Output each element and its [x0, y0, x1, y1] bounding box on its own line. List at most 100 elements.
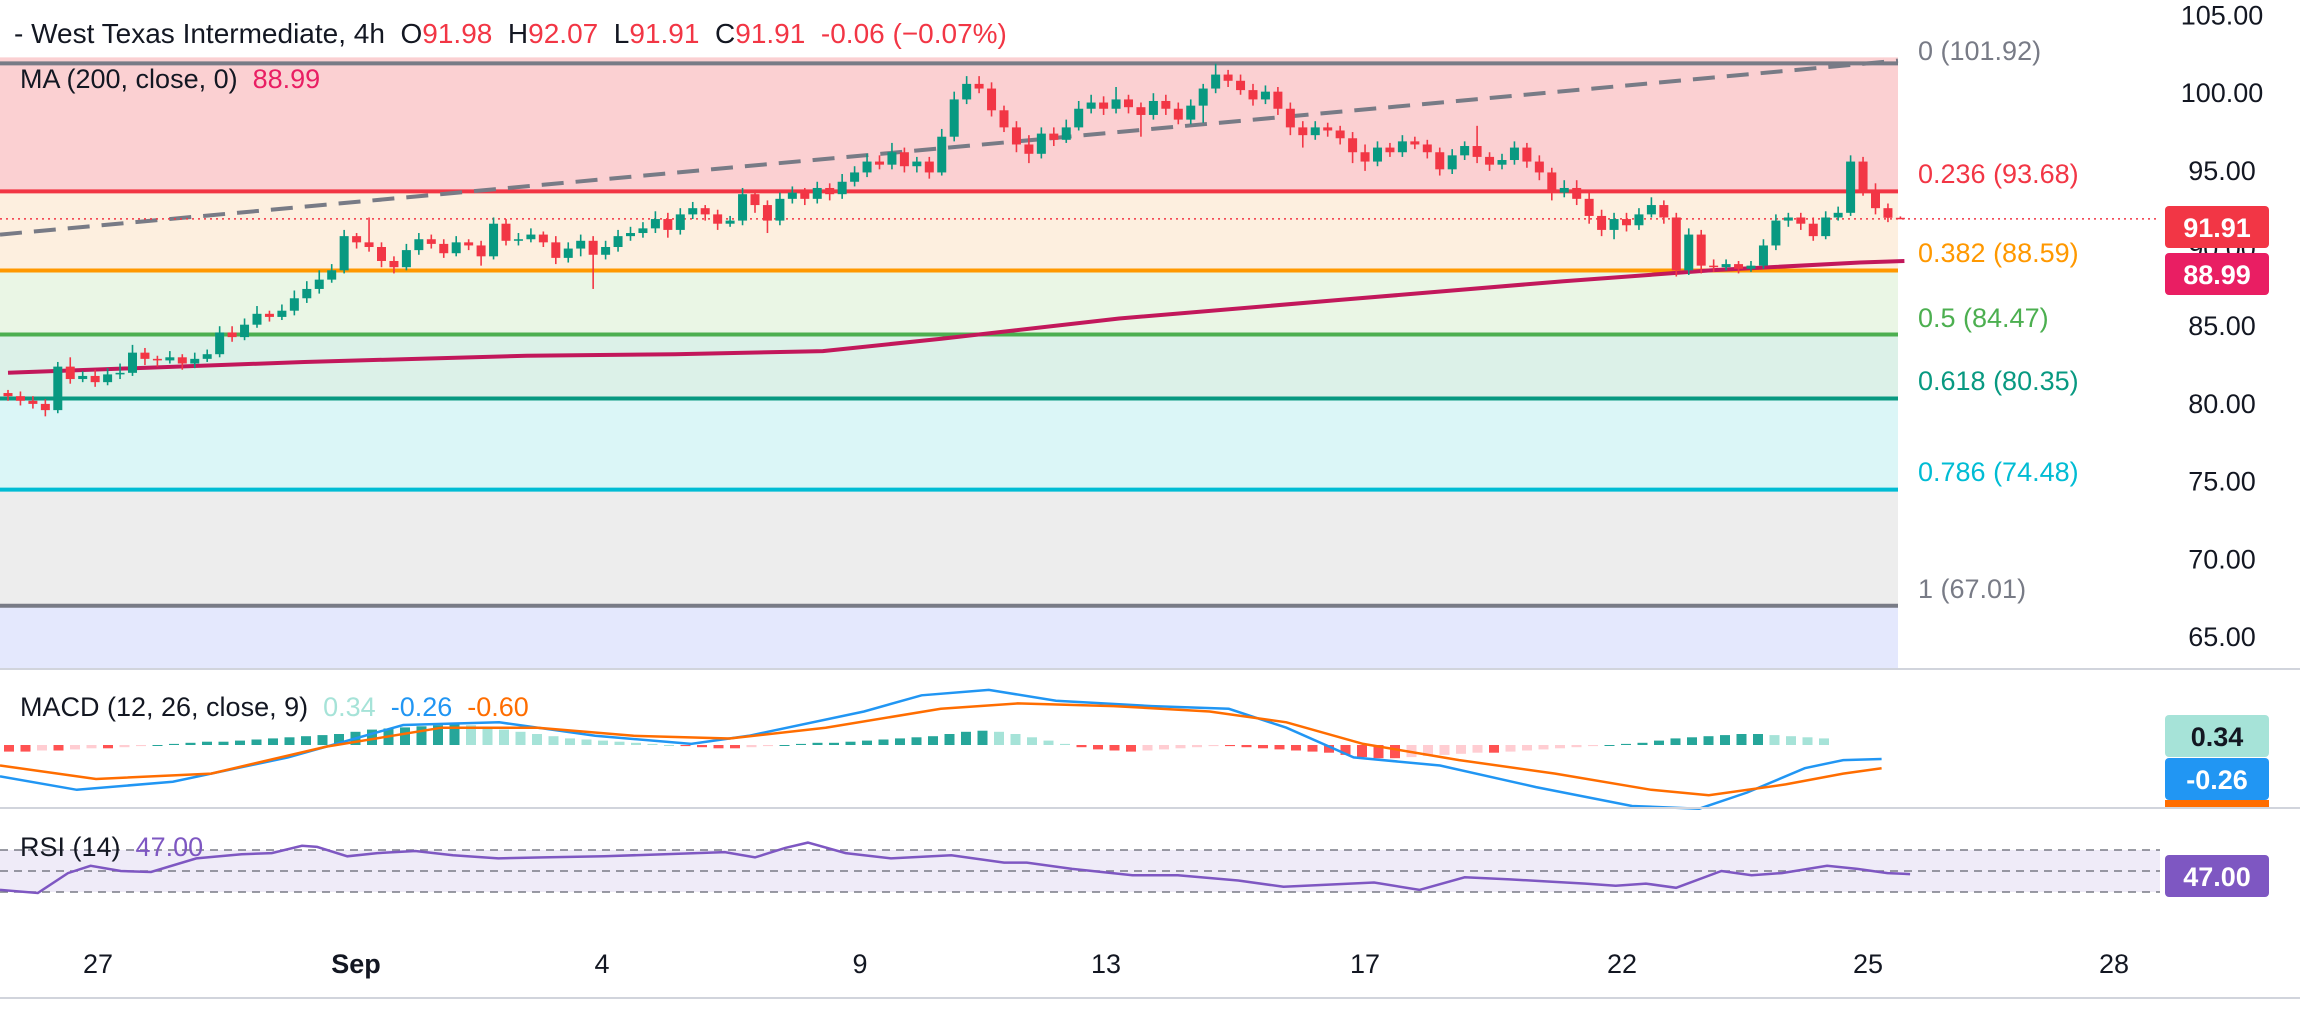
candle-body[interactable]	[240, 324, 250, 338]
ma-legend[interactable]: MA (200, close, 0) 88.99	[20, 64, 320, 95]
candle-body[interactable]	[563, 248, 573, 258]
candle-body[interactable]	[700, 208, 710, 215]
candle-body[interactable]	[787, 192, 797, 199]
candle-body[interactable]	[725, 220, 735, 224]
candle-body[interactable]	[302, 288, 312, 299]
candle-body[interactable]	[962, 83, 972, 100]
candle-body[interactable]	[1285, 108, 1295, 128]
candle-body[interactable]	[339, 236, 349, 271]
candle-body[interactable]	[1323, 127, 1333, 131]
candle-body[interactable]	[974, 83, 984, 89]
candle-body[interactable]	[1783, 217, 1793, 221]
candle-body[interactable]	[538, 234, 548, 243]
candle-body[interactable]	[850, 172, 860, 182]
candle-body[interactable]	[526, 234, 536, 240]
candle-body[interactable]	[314, 279, 324, 289]
candle-body[interactable]	[1634, 214, 1644, 226]
candle-body[interactable]	[439, 243, 449, 254]
candle-body[interactable]	[1397, 141, 1407, 153]
candle-body[interactable]	[613, 236, 623, 248]
candle-body[interactable]	[1136, 107, 1146, 115]
candle-body[interactable]	[825, 187, 835, 195]
candle-body[interactable]	[1223, 74, 1233, 81]
candle-body[interactable]	[551, 242, 561, 258]
candle-body[interactable]	[1746, 265, 1756, 269]
candle-body[interactable]	[987, 88, 997, 111]
candle-body[interactable]	[277, 310, 287, 317]
candle-body[interactable]	[1161, 100, 1171, 109]
candle-body[interactable]	[1609, 219, 1619, 230]
candle-body[interactable]	[713, 214, 723, 224]
candle-body[interactable]	[90, 375, 100, 383]
candle-body[interactable]	[949, 99, 959, 137]
candle-body[interactable]	[1833, 212, 1843, 218]
candle-body[interactable]	[899, 152, 909, 167]
candle-body[interactable]	[688, 208, 698, 215]
candle-body[interactable]	[401, 250, 411, 268]
candle-body[interactable]	[1796, 217, 1806, 224]
interval-label[interactable]: 4h	[353, 18, 385, 49]
candle-body[interactable]	[1559, 187, 1569, 193]
candle-body[interactable]	[227, 332, 237, 338]
candle-body[interactable]	[1597, 215, 1607, 230]
candle-body[interactable]	[1821, 217, 1831, 237]
candle-body[interactable]	[775, 198, 785, 221]
candle-body[interactable]	[501, 223, 511, 241]
candle-body[interactable]	[1198, 88, 1208, 106]
candle-body[interactable]	[1099, 102, 1109, 109]
candle-body[interactable]	[912, 161, 922, 167]
candle-body[interactable]	[1883, 208, 1893, 218]
candle-body[interactable]	[1373, 147, 1382, 162]
candle-body[interactable]	[1472, 146, 1482, 157]
candle-body[interactable]	[1111, 99, 1121, 109]
candle-body[interactable]	[1497, 160, 1507, 165]
candle-body[interactable]	[1335, 130, 1345, 139]
candle-body[interactable]	[215, 332, 225, 355]
candle-body[interactable]	[1124, 99, 1133, 108]
candle-body[interactable]	[177, 357, 187, 364]
macd-signal-line[interactable]	[0, 702, 1882, 797]
candle-body[interactable]	[937, 136, 947, 173]
ma200-line[interactable]	[7, 259, 1905, 375]
candle-body[interactable]	[414, 239, 424, 251]
candle-body[interactable]	[1534, 161, 1544, 173]
candle-body[interactable]	[1148, 100, 1158, 115]
candle-body[interactable]	[750, 194, 760, 206]
candle-body[interactable]	[152, 358, 162, 361]
candle-body[interactable]	[1871, 189, 1880, 209]
candle-body[interactable]	[837, 181, 847, 195]
candle-body[interactable]	[1011, 127, 1021, 145]
candle-body[interactable]	[252, 313, 262, 325]
candle-body[interactable]	[1273, 91, 1283, 109]
candle-body[interactable]	[40, 403, 50, 411]
candle-body[interactable]	[1410, 141, 1420, 145]
candle-body[interactable]	[576, 240, 586, 249]
candle-body[interactable]	[78, 375, 88, 380]
candle-body[interactable]	[762, 205, 772, 221]
candle-body[interactable]	[588, 240, 598, 255]
candle-body[interactable]	[1895, 217, 1905, 220]
candle-body[interactable]	[738, 194, 748, 221]
price-pane[interactable]: 0 (101.92) 0.236 (93.68) 0.382 (88.59) 0.5 …	[0, 36, 2160, 668]
candle-body[interactable]	[862, 161, 872, 173]
candle-body[interactable]	[1684, 234, 1694, 271]
candle-body[interactable]	[1447, 155, 1457, 170]
candle-body[interactable]	[1846, 161, 1856, 213]
candle-body[interactable]	[812, 187, 822, 199]
candle-body[interactable]	[1236, 80, 1246, 91]
candle-body[interactable]	[650, 219, 660, 229]
candle-body[interactable]	[1659, 205, 1669, 218]
candle-body[interactable]	[1509, 147, 1519, 161]
candle-body[interactable]	[1360, 152, 1370, 162]
candle-body[interactable]	[352, 236, 362, 243]
candle-body[interactable]	[1696, 234, 1706, 266]
rsi-pane[interactable]	[0, 841, 2160, 895]
candle-body[interactable]	[1734, 264, 1744, 269]
candle-body[interactable]	[638, 228, 648, 234]
candle-body[interactable]	[65, 366, 75, 380]
candle-body[interactable]	[202, 354, 212, 359]
price-axis[interactable]: 105.00100.0095.0090.0085.0080.0075.0070.…	[2165, 1, 2269, 897]
candle-body[interactable]	[1460, 146, 1470, 156]
candle-body[interactable]	[1622, 219, 1631, 226]
candle-body[interactable]	[451, 242, 461, 254]
